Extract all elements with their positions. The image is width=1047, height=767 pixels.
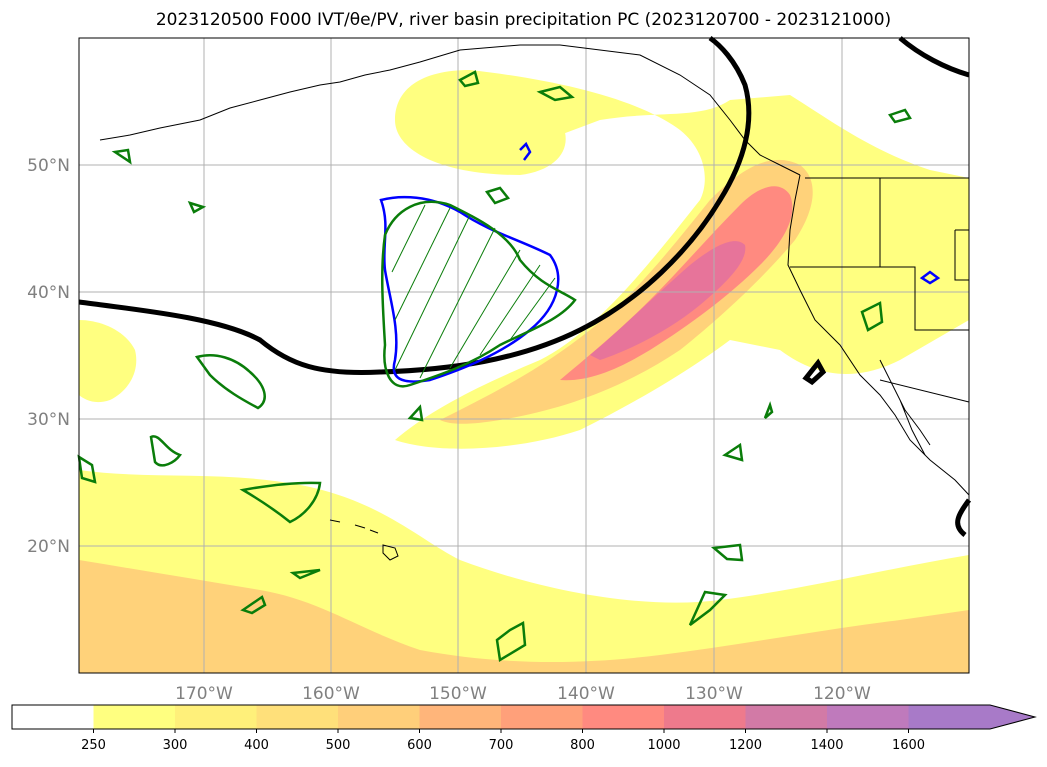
colorbar-swatch bbox=[745, 705, 828, 729]
colorbar-extend-arrow bbox=[908, 705, 1035, 729]
colorbar-swatch bbox=[827, 705, 909, 729]
pv-contour-east-4 bbox=[860, 301, 884, 332]
colorbar-swatch bbox=[93, 705, 176, 729]
hatched-region bbox=[391, 204, 556, 379]
colorbar-swatch bbox=[338, 705, 420, 729]
state-border-or-ca bbox=[790, 266, 969, 331]
pv-contour-east-3 bbox=[722, 442, 744, 462]
colorbar-tick-label: 1400 bbox=[810, 738, 843, 753]
colorbar-tick-label: 500 bbox=[326, 738, 351, 753]
colorbar-swatch bbox=[664, 705, 746, 729]
colorbar-tick-label: 800 bbox=[570, 738, 595, 753]
hatch-line bbox=[479, 264, 541, 356]
lon-label-150w: 150°W bbox=[429, 684, 487, 704]
colorbar-tick-label: 600 bbox=[407, 738, 432, 753]
pv-contour-west-2 bbox=[149, 435, 183, 467]
theta-blue-contour-small-east bbox=[919, 270, 941, 285]
thick-contour-line-se bbox=[955, 498, 972, 537]
pv-contour-tiny-5 bbox=[763, 401, 774, 419]
theta-blue-contour bbox=[379, 195, 560, 383]
north-america-coast bbox=[787, 174, 970, 496]
colorbar-swatch bbox=[175, 705, 257, 729]
thick-contour-line bbox=[78, 35, 752, 375]
colorbar-swatch bbox=[12, 705, 94, 729]
pv-contour-west-3 bbox=[239, 481, 322, 524]
hatch-line bbox=[394, 214, 471, 371]
colorbar-tick-label: 400 bbox=[244, 738, 269, 753]
colorbar-swatch bbox=[419, 705, 502, 729]
map-frame bbox=[78, 37, 970, 674]
colorbar-tick-label: 300 bbox=[163, 738, 188, 753]
baja-coast bbox=[879, 359, 931, 456]
ivt-region-main-mid bbox=[440, 159, 813, 424]
pv-contour-west-4 bbox=[240, 595, 267, 615]
chart-title: 2023120500 F000 IVT/θe/PV, river basin p… bbox=[155, 10, 892, 30]
lon-label-130w: 130°W bbox=[685, 684, 743, 704]
lat-label-50n: 50°N bbox=[27, 156, 70, 176]
colorbar-outline bbox=[11, 704, 1037, 730]
hatch-line bbox=[394, 207, 451, 321]
ivt-region-peak bbox=[590, 241, 746, 360]
colorbar-swatch bbox=[501, 705, 583, 729]
colorbar-tick-label: 1200 bbox=[729, 738, 762, 753]
alaska-coast bbox=[99, 44, 801, 176]
colorbar-swatch bbox=[582, 705, 665, 729]
hatch-line bbox=[391, 204, 426, 273]
hawaii-islands bbox=[329, 519, 399, 561]
theta-blue-contour-small-north bbox=[519, 141, 532, 161]
pv-contour-tiny-4 bbox=[407, 404, 424, 422]
ivt-region-tropical-mid bbox=[79, 560, 969, 673]
pv-contour-tiny-1 bbox=[111, 148, 132, 165]
lon-label-120w: 120°W bbox=[813, 684, 871, 704]
pv-green-contours bbox=[77, 70, 912, 663]
pv-contour-ne bbox=[887, 108, 912, 124]
ivt-region-northeast bbox=[820, 178, 969, 225]
pv-contour-south bbox=[495, 621, 527, 663]
colorbar: 250 300 400 500 600 700 800 1000 1200 1400 1600 bbox=[11, 704, 1037, 753]
lon-label-170w: 170°W bbox=[175, 684, 233, 704]
pv-contour-central bbox=[381, 200, 577, 388]
state-border-mexico bbox=[879, 379, 970, 403]
lat-label-20n: 20°N bbox=[27, 537, 70, 557]
lat-label-30n: 30°N bbox=[27, 410, 70, 430]
colorbar-tick-label: 1600 bbox=[892, 738, 925, 753]
longitude-labels: 170°W 160°W 150°W 140°W 130°W 120°W bbox=[175, 684, 871, 704]
pv-contour-tiny-2 bbox=[187, 200, 207, 214]
lat-label-40n: 40°N bbox=[27, 283, 70, 303]
thick-contour-line-ne bbox=[898, 36, 970, 78]
pv-contour-nw bbox=[458, 70, 480, 88]
graticule bbox=[79, 38, 969, 673]
pv-contour-east-1 bbox=[688, 590, 728, 626]
pv-contour-west-1 bbox=[194, 354, 266, 410]
colorbar-tick-label: 1000 bbox=[647, 738, 680, 753]
thick-contour-loop bbox=[802, 358, 827, 386]
pv-contour-far-west bbox=[77, 454, 97, 484]
lon-label-160w: 160°W bbox=[302, 684, 360, 704]
pv-contour-mid bbox=[484, 186, 511, 205]
hatch-line bbox=[449, 249, 521, 369]
ivt-region-west bbox=[79, 320, 137, 403]
hatch-line bbox=[419, 227, 496, 379]
pv-contour-east-2 bbox=[710, 543, 744, 562]
pv-contour-north bbox=[536, 85, 575, 102]
pv-contour-tiny-3 bbox=[289, 568, 321, 580]
colorbar-swatch bbox=[256, 705, 339, 729]
hatch-line bbox=[509, 277, 556, 341]
latitude-labels: 50°N 40°N 30°N 20°N bbox=[27, 156, 70, 557]
colorbar-tick-label: 250 bbox=[81, 738, 106, 753]
coastlines bbox=[99, 44, 970, 561]
lon-label-140w: 140°W bbox=[557, 684, 615, 704]
colorbar-tick-label: 700 bbox=[489, 738, 514, 753]
map-right-edge-border bbox=[954, 229, 969, 281]
